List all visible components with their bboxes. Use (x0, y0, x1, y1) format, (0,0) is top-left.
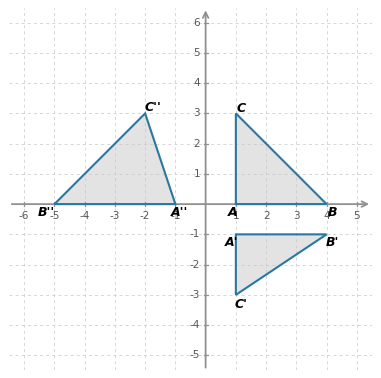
Text: -3: -3 (110, 211, 120, 221)
Text: B'': B'' (37, 206, 54, 219)
Text: -2: -2 (140, 211, 150, 221)
Text: 1: 1 (194, 169, 200, 179)
Text: 6: 6 (194, 18, 200, 28)
Text: -4: -4 (80, 211, 90, 221)
Text: A'': A'' (170, 206, 188, 219)
Text: -5: -5 (190, 350, 200, 360)
Text: C': C' (235, 298, 248, 311)
Text: -6: -6 (19, 211, 29, 221)
Text: 2: 2 (194, 139, 200, 149)
Text: 4: 4 (323, 211, 330, 221)
Text: -4: -4 (190, 320, 200, 330)
Text: -3: -3 (190, 290, 200, 300)
Text: B: B (327, 206, 337, 219)
Text: A': A' (224, 236, 238, 249)
Text: 1: 1 (232, 211, 239, 221)
Text: 5: 5 (194, 48, 200, 58)
Text: 5: 5 (354, 211, 360, 221)
Text: -1: -1 (190, 229, 200, 239)
Text: 4: 4 (194, 78, 200, 88)
Polygon shape (236, 113, 327, 204)
Text: -5: -5 (49, 211, 59, 221)
Text: A: A (227, 206, 237, 219)
Text: 2: 2 (263, 211, 269, 221)
Text: -1: -1 (170, 211, 181, 221)
Text: -2: -2 (190, 260, 200, 270)
Polygon shape (236, 234, 327, 295)
Polygon shape (54, 113, 175, 204)
Text: 3: 3 (194, 108, 200, 118)
Text: B': B' (326, 236, 339, 249)
Text: C'': C'' (144, 101, 161, 115)
Text: C: C (237, 102, 246, 115)
Text: 3: 3 (293, 211, 299, 221)
